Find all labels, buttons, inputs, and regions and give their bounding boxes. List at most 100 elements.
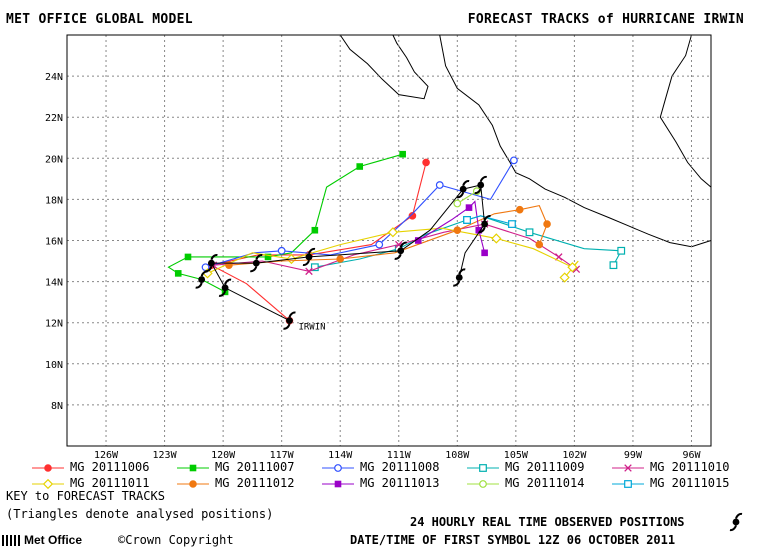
y-tick-label: 14N — [45, 278, 63, 289]
legend-item-label: MG 20111011 — [70, 476, 150, 490]
observed-track-line — [210, 184, 486, 322]
y-tick-label: 22N — [45, 113, 63, 124]
legend-marker — [624, 464, 632, 472]
legend-item-label: MG 20111012 — [215, 476, 295, 490]
legend-item-label: MG 20111009 — [505, 460, 585, 474]
track-point — [435, 181, 444, 189]
x-tick-label: 126W — [94, 450, 119, 461]
gulf-coastline — [659, 34, 712, 188]
track-point — [475, 226, 483, 234]
track-point — [465, 204, 473, 211]
hurricane-symbol — [205, 254, 218, 273]
legend-marker — [624, 480, 632, 488]
track-point — [311, 226, 319, 234]
x-tick-label: 96W — [682, 450, 701, 461]
hurricane-symbol — [218, 278, 232, 297]
model-title: MET OFFICE GLOBAL MODEL — [6, 12, 193, 27]
storm-name-label: IRWIN — [298, 323, 325, 333]
observed-key-symbol — [729, 512, 743, 532]
plot-frame — [66, 34, 712, 447]
track-point — [559, 272, 570, 283]
x-tick-label: 102W — [562, 450, 587, 461]
track-point — [387, 227, 399, 238]
x-tick-label: 105W — [504, 450, 529, 461]
forecast-track — [201, 156, 518, 272]
track-point — [174, 270, 182, 277]
copyright: ©Crown Copyright — [118, 533, 234, 547]
legend-symbol — [177, 464, 209, 472]
track-line — [418, 200, 486, 253]
x-tick-label: 111W — [387, 450, 412, 461]
legend-symbol — [32, 478, 64, 490]
met-office-logo-icon — [2, 535, 22, 547]
hurricane-symbol — [456, 180, 470, 199]
track-point — [277, 246, 286, 255]
legend-symbol — [322, 464, 354, 472]
track-point — [336, 255, 345, 263]
y-tick-label: 18N — [45, 195, 63, 206]
legend-symbol — [322, 480, 354, 488]
x-tick-label: 123W — [153, 450, 178, 461]
legend-marker — [334, 480, 342, 488]
legend-marker — [42, 478, 54, 490]
hurricane-symbol — [302, 247, 316, 267]
track-line — [466, 215, 513, 225]
legend-symbol — [467, 464, 499, 472]
track-point — [491, 233, 502, 244]
legend-marker — [334, 464, 342, 472]
track-point — [453, 199, 462, 208]
track-point — [481, 249, 488, 257]
legend-item-label: MG 20111008 — [360, 460, 440, 474]
track-point — [414, 237, 422, 244]
x-tick-label: 99W — [624, 450, 643, 461]
baja-coastline — [339, 34, 429, 100]
legend-item-label: MG 20111007 — [215, 460, 295, 474]
hurricane-symbol — [478, 214, 491, 234]
forecast-track — [209, 220, 581, 276]
track-point — [525, 228, 534, 237]
legend-marker — [189, 480, 197, 488]
legend-item-label: MG 20111015 — [650, 476, 730, 490]
track-point — [543, 220, 551, 228]
track-point — [264, 253, 272, 261]
legend-marker — [479, 480, 487, 488]
track-point — [509, 156, 518, 165]
legend-item-label: MG 20111006 — [70, 460, 150, 474]
legend-marker — [189, 464, 197, 472]
track-point — [399, 150, 406, 158]
track-point — [408, 212, 417, 220]
hurricane-symbol — [283, 311, 296, 330]
met-office-logo: Met Office — [2, 533, 82, 547]
legend-marker — [44, 464, 52, 472]
legend-marker — [479, 464, 487, 472]
legend-symbol — [32, 464, 64, 472]
hurricane-symbol — [394, 241, 407, 260]
track-point — [375, 240, 384, 249]
track-point — [422, 158, 430, 167]
hurricane-symbol — [453, 268, 466, 287]
legend-symbol — [177, 480, 209, 488]
track-point — [609, 261, 618, 270]
track-point — [356, 163, 364, 170]
track-point — [535, 240, 544, 249]
track-point — [184, 253, 192, 261]
y-tick-label: 16N — [45, 237, 63, 248]
key-note: (Triangles denote analysed positions) — [6, 507, 274, 521]
track-point — [515, 205, 524, 214]
track-point — [617, 246, 626, 255]
track-point — [463, 216, 471, 224]
y-tick-label: 10N — [45, 360, 63, 371]
y-tick-label: 8N — [51, 401, 63, 412]
track-point — [305, 267, 313, 276]
track-point — [310, 263, 319, 272]
y-tick-label: 24N — [45, 72, 63, 83]
legend-symbol — [467, 480, 499, 488]
track-point — [567, 262, 578, 273]
track-line — [228, 204, 548, 266]
observed-positions-note: 24 HOURLY REAL TIME OBSERVED POSITIONS — [410, 515, 685, 529]
legend-symbol — [612, 480, 644, 488]
hurricane-symbol — [729, 512, 743, 532]
track-line — [205, 160, 515, 268]
forecast-track — [463, 215, 516, 228]
